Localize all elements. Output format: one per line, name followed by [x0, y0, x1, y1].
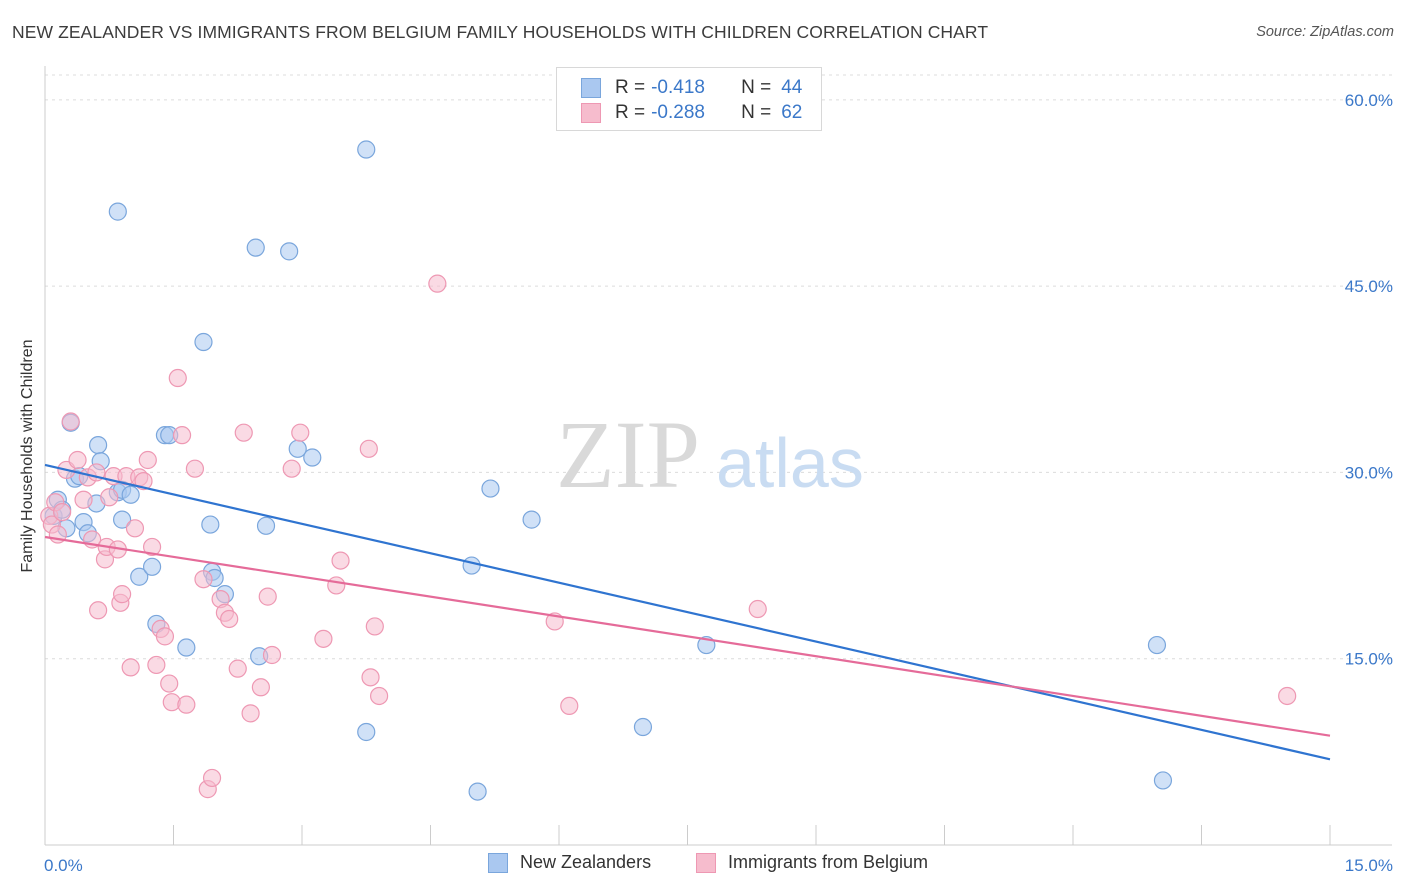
belgium-immigrant-point	[121, 658, 140, 677]
legend-n-label: N =	[741, 102, 772, 123]
new-zealander-point	[201, 515, 220, 534]
belgium-immigrant-point	[370, 686, 389, 706]
belgium-immigrant-point	[142, 537, 162, 557]
belgium-immigrant-point	[185, 459, 205, 478]
belgium-immigrant-point	[125, 519, 145, 538]
y-axis-label: Family Households with Children	[19, 339, 36, 573]
belgium-immigrant-point	[748, 599, 767, 619]
new-zealander-point	[121, 485, 140, 504]
y-tick-label: 15.0%	[1345, 650, 1393, 669]
bottom-legend-swatch-pink	[696, 852, 716, 873]
belgium-immigrant-point	[258, 587, 277, 606]
belgium-immigrant-point	[160, 674, 179, 693]
new-zealander-point	[112, 510, 132, 529]
new-zealander-point	[280, 242, 299, 261]
new-zealander-trendline	[44, 463, 1331, 761]
belgium-immigrant-point	[89, 601, 108, 620]
belgium-immigrant-point	[61, 412, 80, 431]
new-zealander-point	[246, 238, 265, 257]
legend-r-label: R =	[615, 102, 646, 123]
new-zealander-point	[177, 638, 196, 657]
belgium-immigrant-point	[361, 668, 380, 687]
correlation-legend: R = -0.418 N = 44 R = -0.288 N = 62	[556, 67, 822, 131]
new-zealander-point	[303, 448, 322, 467]
source-credit: Source: ZipAtlas.com	[1256, 24, 1394, 40]
belgium-immigrant-point	[220, 609, 239, 629]
y-tick-label: 45.0%	[1345, 277, 1393, 296]
watermark-zip: ZIP	[556, 401, 700, 508]
new-zealander-point	[481, 479, 500, 498]
belgium-immigrant-point	[68, 450, 87, 470]
bottom-legend-immigrants-belgium: Immigrants from Belgium	[696, 852, 928, 873]
bottom-legend-new-zealanders: New Zealanders	[488, 852, 651, 873]
belgium-immigrant-point	[314, 629, 333, 648]
belgium-immigrant-point	[365, 617, 384, 636]
belgium-immigrant-point	[282, 459, 301, 478]
chart-title: NEW ZEALANDER VS IMMIGRANTS FROM BELGIUM…	[12, 22, 989, 42]
belgium-immigrant-point	[331, 551, 350, 570]
new-zealander-point	[142, 557, 162, 576]
new-zealander-point	[357, 722, 376, 742]
x-tick-label: 15.0%	[1345, 856, 1393, 875]
belgium-immigrant-point	[262, 645, 282, 665]
belgium-immigrant-point	[560, 696, 579, 716]
belgium-immigrant-point	[53, 503, 72, 522]
new-zealander-point	[130, 567, 149, 586]
belgium-immigrant-point	[228, 659, 247, 678]
belgium-immigrant-trendline	[44, 535, 1331, 737]
legend-r-value: -0.418	[651, 77, 705, 98]
x-tick-label: 0.0%	[44, 856, 83, 875]
belgium-immigrant-point	[112, 585, 132, 604]
belgium-immigrant-point	[168, 368, 187, 388]
belgium-immigrant-point	[1278, 686, 1297, 706]
new-zealander-point	[522, 510, 541, 529]
belgium-immigrant-point	[202, 768, 222, 788]
belgium-immigrant-point	[428, 274, 447, 293]
new-zealander-point	[633, 717, 653, 737]
legend-swatch-blue	[581, 78, 601, 98]
bottom-legend-swatch-blue	[488, 852, 508, 873]
new-zealander-point	[89, 435, 108, 455]
belgium-immigrant-point	[359, 439, 378, 458]
watermark-atlas: atlas	[716, 424, 864, 502]
belgium-immigrant-point	[327, 576, 346, 595]
legend-r-label: R =	[615, 77, 646, 98]
belgium-immigrant-point	[155, 627, 175, 646]
bottom-legend-label: New Zealanders	[520, 852, 652, 872]
new-zealander-point	[462, 556, 481, 575]
belgium-immigrant-point	[147, 655, 166, 675]
legend-r-value: -0.288	[651, 102, 705, 123]
new-zealander-point	[468, 782, 487, 801]
belgium-immigrant-point	[172, 426, 192, 445]
legend-n-label: N =	[741, 77, 772, 98]
belgium-immigrant-point	[194, 570, 213, 589]
new-zealander-point	[256, 516, 276, 535]
legend-n-value: 44	[781, 77, 803, 98]
new-zealander-point	[108, 202, 127, 221]
belgium-immigrant-point	[234, 423, 253, 442]
new-zealander-point	[1153, 771, 1173, 790]
bottom-legend-label: Immigrants from Belgium	[728, 852, 929, 872]
belgium-immigrant-point	[74, 490, 93, 509]
belgium-immigrant-point	[251, 678, 270, 697]
y-tick-label: 60.0%	[1345, 91, 1393, 110]
legend-row-immigrants-belgium: R = -0.288 N = 62	[581, 101, 802, 125]
new-zealander-point	[357, 140, 376, 159]
belgium-immigrant-point	[177, 695, 196, 714]
legend-n-value: 62	[781, 102, 803, 123]
belgium-immigrant-point	[100, 488, 119, 507]
belgium-immigrant-point	[138, 450, 157, 470]
new-zealander-point	[1147, 635, 1167, 655]
belgium-immigrant-point	[134, 472, 153, 491]
legend-swatch-pink	[581, 103, 601, 123]
legend-row-new-zealanders: R = -0.418 N = 44	[581, 76, 802, 100]
y-tick-label: 30.0%	[1345, 463, 1393, 482]
new-zealander-point	[194, 332, 213, 352]
belgium-immigrant-point	[291, 423, 310, 442]
belgium-immigrant-point	[241, 704, 260, 723]
